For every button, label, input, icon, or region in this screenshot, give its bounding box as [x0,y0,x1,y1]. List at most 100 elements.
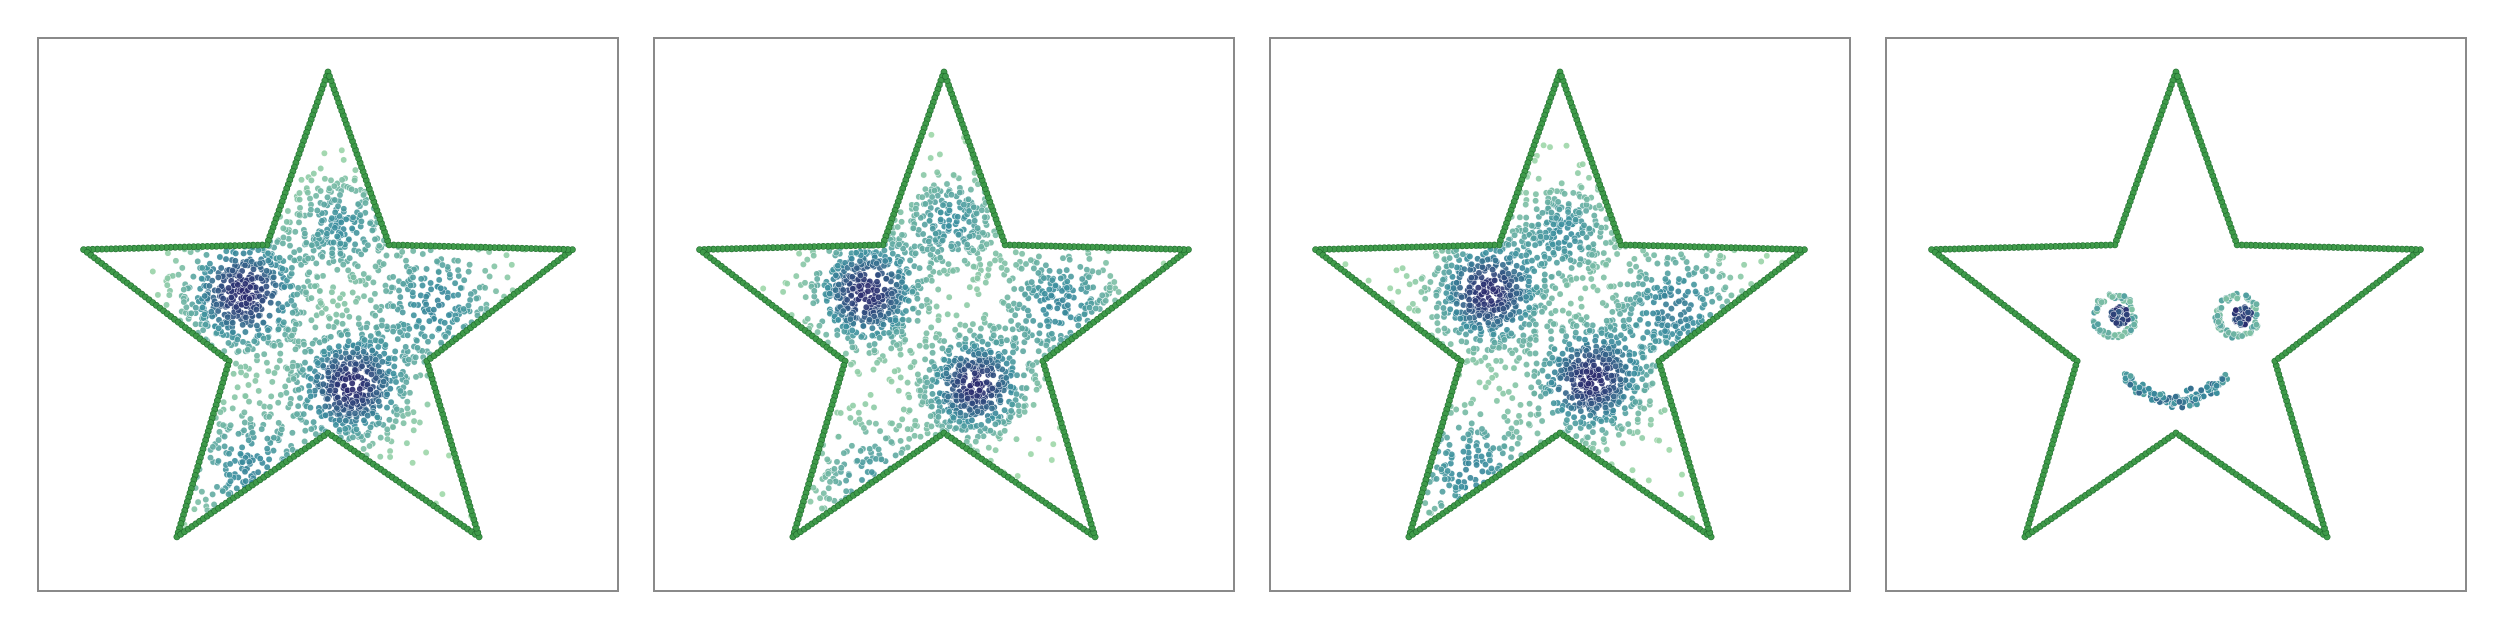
particle-point [1418,275,1426,283]
particle-point [1067,273,1075,281]
particle-point [222,255,230,263]
particle-point [857,291,865,299]
particle-point [221,433,229,441]
particle-point [232,249,240,257]
particle-point [294,402,302,410]
particle-point [419,324,426,332]
particle-point [1386,284,1394,292]
particle-point [963,438,971,446]
particle-point [928,193,936,201]
particle-point [934,286,942,293]
particle-point [199,326,207,334]
particle-point [956,189,964,196]
particle-point [389,423,397,431]
particle-point [1476,336,1484,344]
particle-point [410,311,418,319]
particle-point [441,319,449,327]
particle-point [317,165,325,172]
particle-point [352,360,360,368]
particle-point [240,426,248,434]
particle-point [1621,344,1629,352]
particle-point [984,340,992,348]
particle-point [978,338,986,346]
particle-point [359,396,367,404]
particle-point [259,319,267,327]
particle-point [172,257,180,265]
particle-point [899,245,907,253]
particle-point [259,297,266,305]
particle-point [164,274,172,282]
particle-point [928,403,936,411]
particle-point [307,294,315,302]
particle-point [1605,356,1613,364]
particle-point [936,150,944,158]
particle-point [995,381,1003,389]
particle-point [201,310,208,318]
particle-point [1018,324,1026,332]
particle-point [312,192,320,200]
particle-point [340,156,348,164]
particle-point [260,350,268,358]
particle-point [1417,288,1425,296]
particle-point [455,272,463,280]
particle-point [966,232,974,240]
particle-point [807,498,814,506]
particle-point [1624,420,1632,428]
particle-point [322,411,330,419]
particle-point [846,414,854,422]
particle-point [237,368,245,376]
particle-point [1489,285,1497,293]
particle-point [362,323,370,331]
particle-point [307,206,315,214]
particle-point [349,289,357,296]
particle-point [1517,275,1525,283]
particle-point [396,328,404,336]
particle-point [397,387,404,395]
particle-point [399,308,407,316]
particle-point [322,305,330,313]
particle-point [178,264,186,272]
particle-point [1042,341,1050,349]
particle-point [345,410,353,417]
particle-point [353,345,361,352]
particle-point [1020,402,1028,410]
particle-point [957,392,965,400]
particle-point [1034,269,1042,277]
particle-point [1012,248,1020,256]
particle-point [834,316,842,324]
particle-point [1466,288,1474,296]
particle-point [1646,397,1654,405]
particle-point [950,171,958,179]
particle-point [423,265,431,273]
particle-point [1510,268,1518,276]
particle-point [337,218,345,226]
particle-point [857,272,864,279]
particle-point [964,195,972,203]
particle-point [1063,284,1071,292]
particle-point [1467,274,1475,282]
particle-point [792,272,800,280]
particle-point [164,249,172,257]
particle-point [1556,290,1564,298]
particle-point [402,378,410,386]
particle-point [422,300,430,308]
particle-point [334,370,342,378]
particle-point [387,398,395,406]
particle-point [957,355,965,363]
particle-point [339,261,347,269]
particle-point [270,273,278,281]
particle-point [492,287,500,295]
particle-point [826,290,834,298]
particle-point [241,328,249,336]
particle-point [229,267,236,274]
particle-point [923,296,931,304]
particle-point [198,488,206,496]
particle-point [360,416,368,424]
scatter-plot-3 [1312,68,1808,541]
particle-point [1506,311,1514,319]
particle-point [1025,284,1033,292]
particle-point [1522,293,1530,301]
particle-point [1453,300,1461,308]
particle-point [926,217,934,225]
particle-point [1445,268,1453,276]
